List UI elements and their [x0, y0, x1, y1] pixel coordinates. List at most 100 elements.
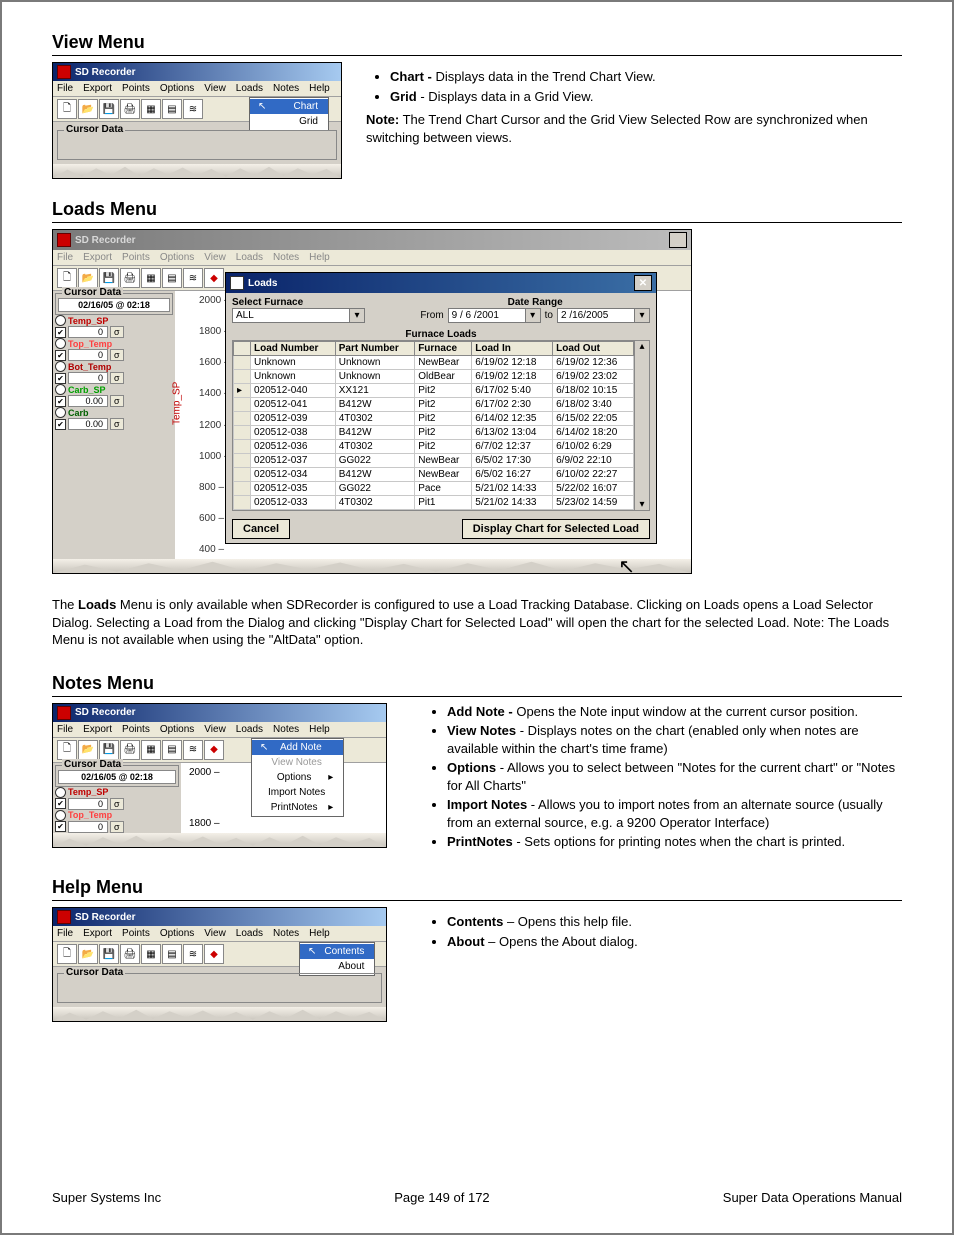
table-row[interactable]: UnknownUnknownOldBear6/19/02 12:186/19/0… — [234, 370, 634, 384]
row-selector[interactable] — [234, 370, 251, 384]
table-row[interactable]: 020512-041B412WPit26/17/02 2:306/18/02 3… — [234, 398, 634, 412]
menu-help[interactable]: Help — [309, 83, 330, 94]
table-row[interactable]: 020512-0364T0302Pit26/7/02 12:376/10/02 … — [234, 440, 634, 454]
tb-new-icon[interactable]: 🗋 — [57, 740, 77, 760]
checkbox-icon[interactable]: ✔ — [55, 821, 66, 832]
furnace-input[interactable] — [232, 308, 350, 323]
notes-menu-item[interactable]: Import Notes — [252, 785, 343, 800]
minimize-icon[interactable]: _ — [669, 232, 687, 248]
sigma-button[interactable]: σ — [110, 395, 124, 407]
from-date-input[interactable] — [448, 308, 526, 323]
furnace-loads-table[interactable]: Load NumberPart NumberFurnaceLoad InLoad… — [233, 341, 634, 510]
radio-icon[interactable] — [55, 787, 66, 798]
menu-loads[interactable]: Loads — [236, 83, 263, 94]
menu-export[interactable]: Export — [83, 83, 112, 94]
radio-icon[interactable] — [55, 810, 66, 821]
menu-notes[interactable]: Notes — [273, 928, 299, 939]
radio-icon[interactable] — [55, 315, 66, 326]
menu-help[interactable]: Help — [309, 724, 330, 735]
row-selector[interactable] — [234, 440, 251, 454]
radio-icon[interactable] — [55, 338, 66, 349]
tb-new-icon[interactable]: 🗋 — [57, 99, 77, 119]
sigma-button[interactable]: σ — [110, 349, 124, 361]
checkbox-icon[interactable]: ✔ — [55, 419, 66, 430]
chevron-down-icon[interactable]: ▾ — [350, 308, 365, 323]
table-row[interactable]: 020512-037GG022NewBear6/5/02 17:306/9/02… — [234, 454, 634, 468]
radio-icon[interactable] — [55, 361, 66, 372]
row-selector[interactable] — [234, 426, 251, 440]
sigma-button[interactable]: σ — [110, 326, 124, 338]
notes-menu-item[interactable]: Options▸ — [252, 770, 343, 785]
radio-icon[interactable] — [55, 407, 66, 418]
tb-save-icon[interactable]: 💾 — [99, 740, 119, 760]
table-row[interactable]: 020512-034B412WNewBear6/5/02 16:276/10/0… — [234, 468, 634, 482]
table-row[interactable]: 020512-0334T0302Pit15/21/02 14:335/23/02… — [234, 496, 634, 510]
notes-menu-item[interactable]: ↖Add Note — [252, 740, 343, 755]
table-header[interactable]: Load Out — [553, 342, 634, 356]
help-menu-item[interactable]: ↖Contents — [300, 944, 374, 959]
row-selector[interactable] — [234, 468, 251, 482]
row-selector[interactable] — [234, 454, 251, 468]
view-menu-chart[interactable]: ↖Chart — [250, 99, 328, 114]
tb-grid1-icon[interactable]: ▦ — [141, 268, 161, 288]
tb-print-icon[interactable]: 🖨 — [120, 944, 140, 964]
scroll-up-icon[interactable]: ▴ — [639, 341, 644, 352]
menu-points[interactable]: Points — [122, 928, 150, 939]
from-date-dropdown[interactable]: ▾ — [448, 308, 541, 323]
help-menu-item[interactable]: About — [300, 959, 374, 974]
tb-grid2-icon[interactable]: ▤ — [162, 268, 182, 288]
menu-export[interactable]: Export — [83, 724, 112, 735]
table-row[interactable]: 020512-038B412WPit26/13/02 13:046/14/02 … — [234, 426, 634, 440]
menu-options[interactable]: Options — [160, 724, 194, 735]
menu-points[interactable]: Points — [122, 83, 150, 94]
table-header[interactable]: Load Number — [251, 342, 336, 356]
menu-notes[interactable]: Notes — [273, 83, 299, 94]
menu-export[interactable]: Export — [83, 928, 112, 939]
tb-save-icon[interactable]: 💾 — [99, 99, 119, 119]
checkbox-icon[interactable]: ✔ — [55, 327, 66, 338]
menu-options[interactable]: Options — [160, 83, 194, 94]
furnace-dropdown[interactable]: ▾ — [232, 308, 365, 323]
tb-print-icon[interactable]: 🖨 — [120, 99, 140, 119]
tb-print-icon[interactable]: 🖨 — [120, 268, 140, 288]
menu-file[interactable]: File — [57, 928, 73, 939]
tb-save-icon[interactable]: 💾 — [99, 944, 119, 964]
scroll-down-icon[interactable]: ▾ — [639, 499, 644, 510]
sigma-button[interactable]: σ — [110, 821, 124, 833]
row-selector[interactable] — [234, 398, 251, 412]
display-chart-button[interactable]: Display Chart for Selected Load — [462, 519, 650, 539]
tb-record-icon[interactable]: ◆ — [204, 268, 224, 288]
menu-loads[interactable]: Loads — [236, 928, 263, 939]
tb-grid1-icon[interactable]: ▦ — [141, 740, 161, 760]
menu-notes[interactable]: Notes — [273, 724, 299, 735]
menu-view[interactable]: View — [204, 928, 226, 939]
to-date-dropdown[interactable]: ▾ — [557, 308, 650, 323]
row-selector[interactable] — [234, 412, 251, 426]
row-selector[interactable] — [234, 482, 251, 496]
tb-chart-icon[interactable]: ≋ — [183, 99, 203, 119]
tb-grid2-icon[interactable]: ▤ — [162, 740, 182, 760]
tb-new-icon[interactable]: 🗋 — [57, 944, 77, 964]
table-row[interactable]: ▸020512-040XX121Pit26/17/02 5:406/18/02 … — [234, 384, 634, 398]
sigma-button[interactable]: σ — [110, 798, 124, 810]
tb-record-icon[interactable]: ◆ — [204, 740, 224, 760]
chevron-down-icon[interactable]: ▾ — [635, 308, 650, 323]
table-row[interactable]: 020512-035GG022Pace5/21/02 14:335/22/02 … — [234, 482, 634, 496]
tb-open-icon[interactable]: 📂 — [78, 99, 98, 119]
row-selector[interactable] — [234, 356, 251, 370]
menu-view[interactable]: View — [204, 724, 226, 735]
checkbox-icon[interactable]: ✔ — [55, 396, 66, 407]
notes-menu-item[interactable]: PrintNotes▸ — [252, 800, 343, 815]
menu-file[interactable]: File — [57, 724, 73, 735]
tb-grid2-icon[interactable]: ▤ — [162, 99, 182, 119]
tb-chart-icon[interactable]: ≋ — [183, 740, 203, 760]
scrollbar[interactable]: ▴ ▾ — [635, 340, 650, 511]
chevron-down-icon[interactable]: ▾ — [526, 308, 541, 323]
table-header[interactable]: Furnace — [415, 342, 472, 356]
table-row[interactable]: 020512-0394T0302Pit26/14/02 12:356/15/02… — [234, 412, 634, 426]
menu-loads[interactable]: Loads — [236, 724, 263, 735]
sigma-button[interactable]: σ — [110, 418, 124, 430]
cancel-button[interactable]: Cancel — [232, 519, 290, 539]
close-icon[interactable]: ✕ — [634, 275, 652, 291]
tb-grid2-icon[interactable]: ▤ — [162, 944, 182, 964]
